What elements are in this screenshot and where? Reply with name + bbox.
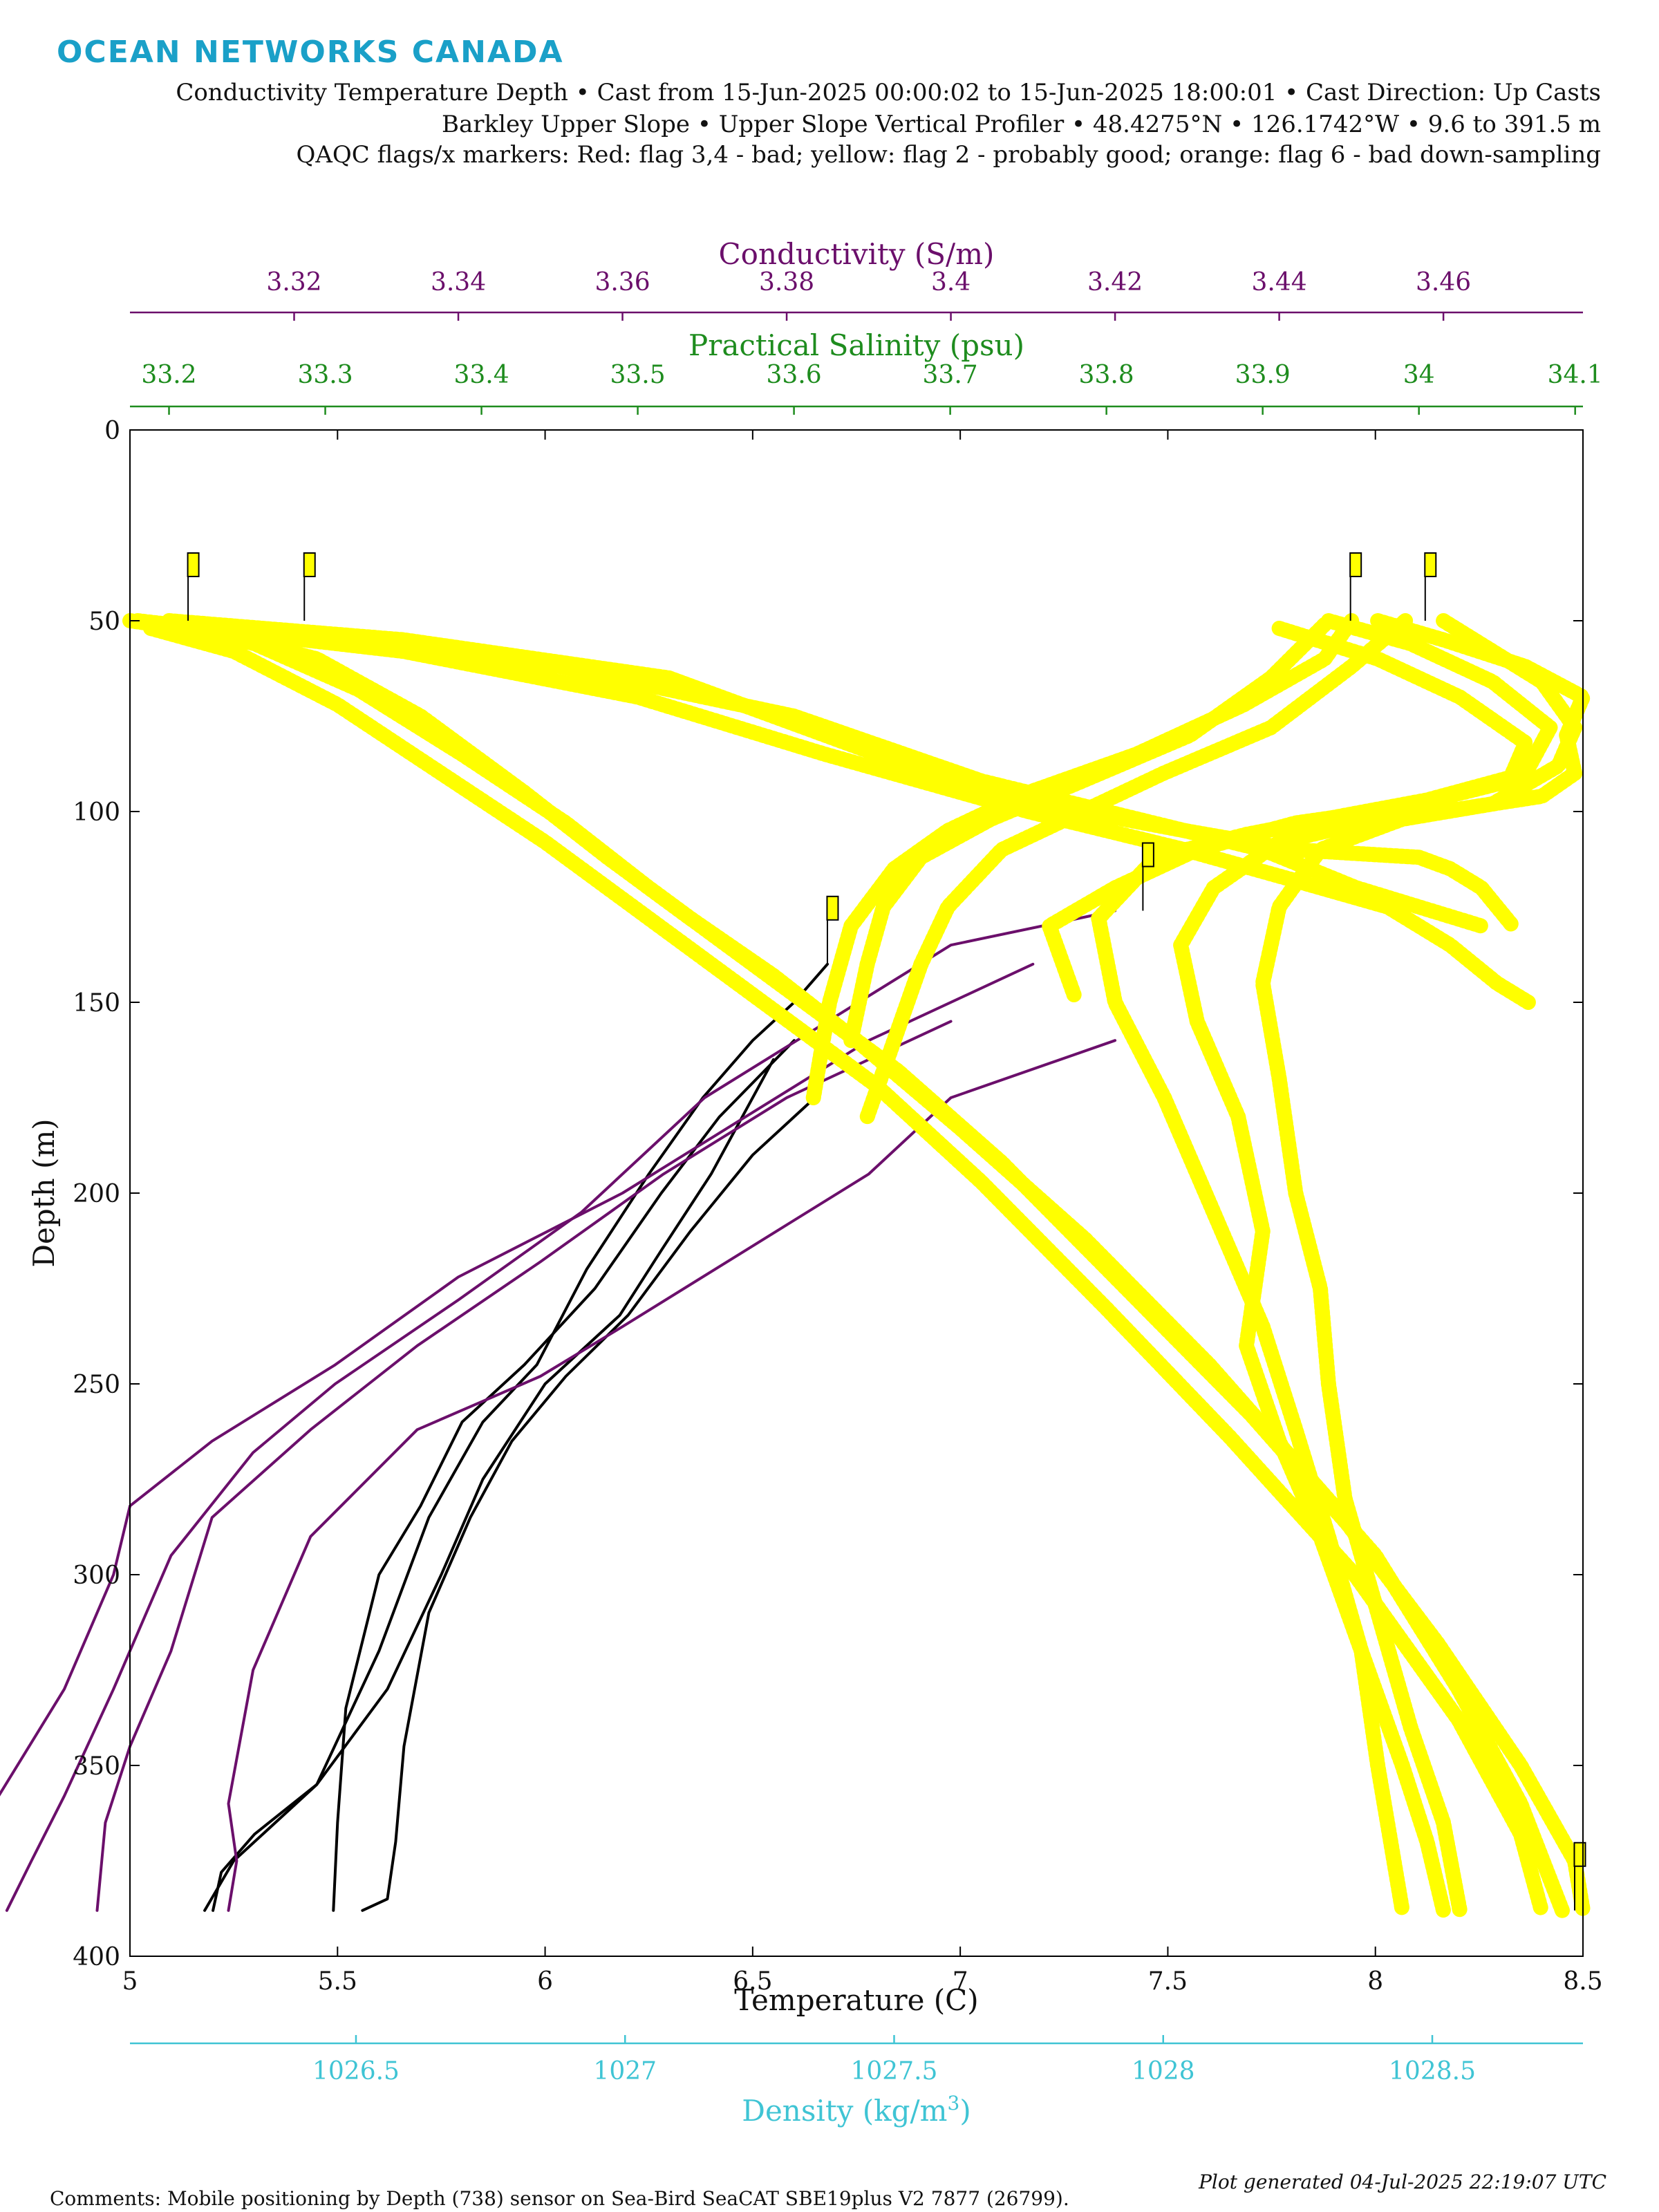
- depth-tick-label: 400: [73, 1943, 120, 1971]
- flag2-trace: [165, 620, 1486, 930]
- plot-subtitle-cast: Conductivity Temperature Depth • Cast fr…: [176, 79, 1601, 106]
- qaqc-flag-marker-2: [303, 552, 316, 621]
- conductivity-cast-19: [1255, 613, 1583, 1918]
- salinity-tick-label: 34: [1403, 361, 1435, 389]
- density-cast-16: [859, 613, 1414, 1125]
- flag2-trace: [847, 620, 1329, 1045]
- conductivity-tick-label: 3.4: [931, 268, 971, 297]
- conductivity-cast-21: [1042, 621, 1533, 1002]
- temperature-tick-label: 6: [537, 1967, 553, 1996]
- temperature-cast-4: [212, 1058, 775, 1912]
- salinity-tick-label: 33.2: [141, 361, 196, 389]
- salinity-cast-11: [161, 617, 1490, 934]
- plot-subtitle-qaqc: QAQC flags/x markers: Red: flag 3,4 - ba…: [296, 141, 1601, 169]
- temperature-tick-label: 7.5: [1148, 1967, 1188, 1996]
- density-axis-title-sup: 3: [948, 2092, 960, 2115]
- density-axis-title: Density (kg/m3): [742, 2092, 971, 2128]
- series-layer: [0, 613, 1591, 1918]
- depth-tick-label: 0: [104, 417, 120, 445]
- plot-generated-timestamp: Plot generated 04-Jul-2025 22:19:07 UTC: [1199, 2171, 1606, 2193]
- conductivity-cast-8: [95, 1020, 953, 1912]
- temperature-tick-label: 5: [122, 1967, 138, 1996]
- flag2-trace: [147, 624, 1546, 1915]
- depth-axis-title: Depth (m): [27, 1118, 61, 1267]
- density-tick-label: 1027.5: [851, 2057, 938, 2086]
- salinity-tick-label: 33.9: [1235, 361, 1291, 389]
- qaqc-flag-marker-1: [187, 552, 200, 621]
- conductivity-tick-label: 3.32: [266, 268, 321, 297]
- density-cast-17: [843, 617, 1333, 1049]
- qaqc-flag-marker-5: [826, 895, 839, 964]
- conductivity-trace: [227, 1039, 1117, 1912]
- temperature-axis-title: Temperature (C): [734, 1983, 978, 2017]
- salinity-tick-label: 33.8: [1079, 361, 1134, 389]
- conductivity-cast-5: [5, 909, 1117, 1912]
- conductivity-axis-title: Conductivity (S/m): [719, 237, 995, 271]
- plot-comments: Comments: Mobile positioning by Depth (7…: [50, 2187, 1069, 2210]
- depth-tick-label: 50: [88, 608, 120, 636]
- flag2-trace: [863, 617, 1410, 1121]
- density-axis-title-main: Density (kg/m: [742, 2094, 947, 2128]
- depth-tick-label: 100: [73, 798, 120, 827]
- temperature-tick-label: 7: [953, 1967, 968, 1996]
- conductivity-tick-label: 3.36: [594, 268, 650, 297]
- density-axis-title-end: ): [959, 2094, 971, 2128]
- qaqc-flag-marker-6: [1141, 842, 1154, 911]
- qaqc-flag-marker-3: [1349, 552, 1362, 621]
- ocean-networks-canada-logo: OCEAN NETWORKS CANADA: [57, 35, 564, 70]
- conductivity-tick-label: 3.34: [431, 268, 486, 297]
- density-cast-15: [805, 613, 1360, 1105]
- salinity-axis-title: Practical Salinity (psu): [688, 328, 1024, 362]
- temperature-cast-3: [332, 1039, 796, 1912]
- density-tick-label: 1026.5: [312, 2057, 400, 2086]
- conductivity-cast-20: [1091, 613, 1558, 1918]
- conductivity-cast-6: [227, 1039, 1117, 1912]
- density-tick-label: 1027: [593, 2057, 657, 2086]
- density-tick-label: 1028.5: [1389, 2057, 1476, 2086]
- conductivity-tick-label: 3.44: [1252, 268, 1307, 297]
- conductivity-cast-7: [0, 962, 1035, 1797]
- conductivity-trace: [0, 962, 1035, 1797]
- qaqc-flag-marker-4: [1424, 552, 1437, 621]
- temperature-cast-14: [143, 621, 1549, 1918]
- flag2-trace: [809, 617, 1356, 1102]
- salinity-tick-label: 33.5: [610, 361, 665, 389]
- salinity-tick-label: 33.6: [767, 361, 822, 389]
- temperature-tick-label: 6.5: [733, 1967, 772, 1996]
- depth-tick-label: 250: [73, 1371, 120, 1399]
- density-tick-label: 1028: [1132, 2057, 1195, 2086]
- conductivity-tick-label: 3.42: [1087, 268, 1143, 297]
- temperature-tick-label: 8.5: [1563, 1967, 1602, 1996]
- temperature-tick-label: 5.5: [318, 1967, 357, 1996]
- depth-tick-label: 300: [73, 1562, 120, 1590]
- salinity-tick-label: 33.7: [923, 361, 978, 389]
- salinity-tick-label: 33.4: [453, 361, 509, 389]
- depth-tick-label: 200: [73, 1180, 120, 1208]
- depth-tick-label: 150: [73, 989, 120, 1018]
- flag2-trace: [1045, 624, 1530, 999]
- flag2-trace: [1258, 617, 1580, 1915]
- conductivity-tick-label: 3.38: [759, 268, 814, 297]
- flag2-trace: [1094, 617, 1555, 1915]
- flags-layer: [187, 552, 1586, 1911]
- temperature-cast-2: [361, 1096, 816, 1912]
- temperature-trace: [361, 1096, 816, 1912]
- conductivity-tick-label: 3.46: [1416, 268, 1471, 297]
- salinity-tick-label: 34.1: [1548, 361, 1603, 389]
- plot-subtitle-location: Barkley Upper Slope • Upper Slope Vertic…: [442, 111, 1601, 138]
- salinity-tick-label: 33.3: [297, 361, 353, 389]
- depth-tick-label: 350: [73, 1752, 120, 1781]
- conductivity-trace: [5, 909, 1117, 1912]
- temperature-tick-label: 8: [1367, 1967, 1383, 1996]
- temperature-trace: [332, 1039, 796, 1912]
- conductivity-trace: [95, 1020, 953, 1912]
- temperature-trace: [212, 1058, 775, 1912]
